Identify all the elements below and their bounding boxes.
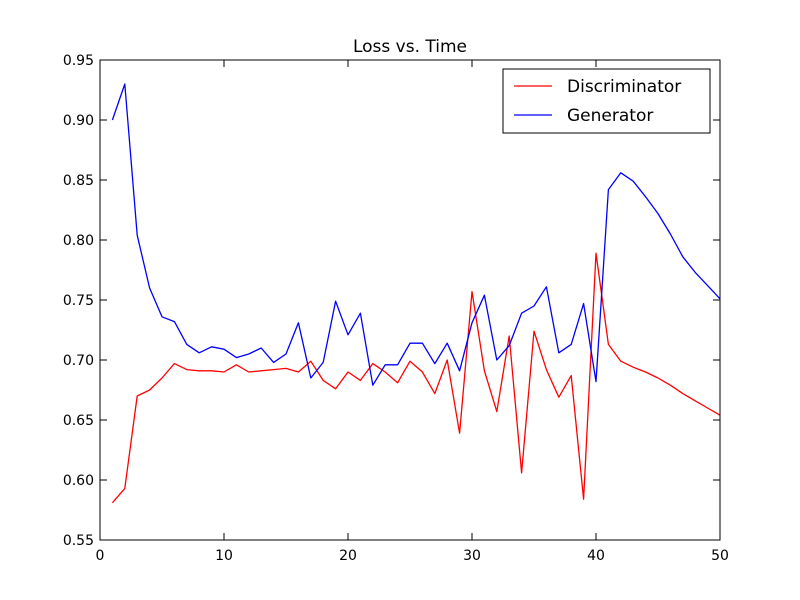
y-tick-label: 0.95	[63, 53, 94, 69]
series-line-generator	[111, 83, 721, 386]
y-tick-label: 0.60	[63, 473, 94, 489]
x-tick-label: 50	[711, 548, 729, 564]
series-layer	[111, 83, 721, 504]
chart-title: Loss vs. Time	[353, 37, 467, 57]
legend-label: Generator	[567, 106, 653, 126]
legend-box	[502, 68, 711, 134]
y-tick-label: 0.70	[63, 353, 94, 369]
series-line-discriminator	[111, 252, 721, 504]
legend: Discriminator Generator	[502, 68, 711, 134]
legend-label: Discriminator	[567, 77, 681, 97]
x-tick-label: 20	[339, 548, 357, 564]
x-tick-label: 0	[96, 548, 105, 564]
y-tick-label: 0.55	[63, 533, 94, 549]
y-tick-label: 0.65	[63, 413, 94, 429]
axis-ticks: 0 10 20 30 40 50 0.55 0.60 0.65 0.70 0.75 0.80 0.85 0…	[63, 53, 729, 564]
y-tick-label: 0.80	[63, 233, 94, 249]
y-tick-label: 0.75	[63, 293, 94, 309]
y-tick-label: 0.85	[63, 173, 94, 189]
x-tick-label: 10	[215, 548, 233, 564]
y-tick-label: 0.90	[63, 113, 94, 129]
x-tick-label: 30	[463, 548, 481, 564]
x-tick-label: 40	[587, 548, 605, 564]
